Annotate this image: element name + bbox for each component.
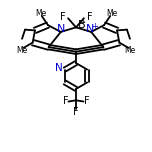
Text: Me: Me — [106, 9, 117, 18]
Text: Me: Me — [35, 9, 46, 18]
Text: Me: Me — [17, 46, 28, 55]
Text: Me: Me — [124, 46, 135, 55]
Text: N: N — [55, 63, 63, 73]
Text: −: − — [79, 18, 86, 27]
Text: N: N — [86, 24, 95, 34]
Text: F: F — [87, 12, 92, 22]
Text: +: + — [91, 22, 98, 31]
Text: F: F — [83, 96, 89, 106]
Text: N: N — [57, 24, 66, 34]
Text: F: F — [63, 96, 69, 106]
Text: B: B — [78, 20, 85, 30]
Text: F: F — [73, 107, 79, 117]
Text: F: F — [60, 12, 65, 22]
